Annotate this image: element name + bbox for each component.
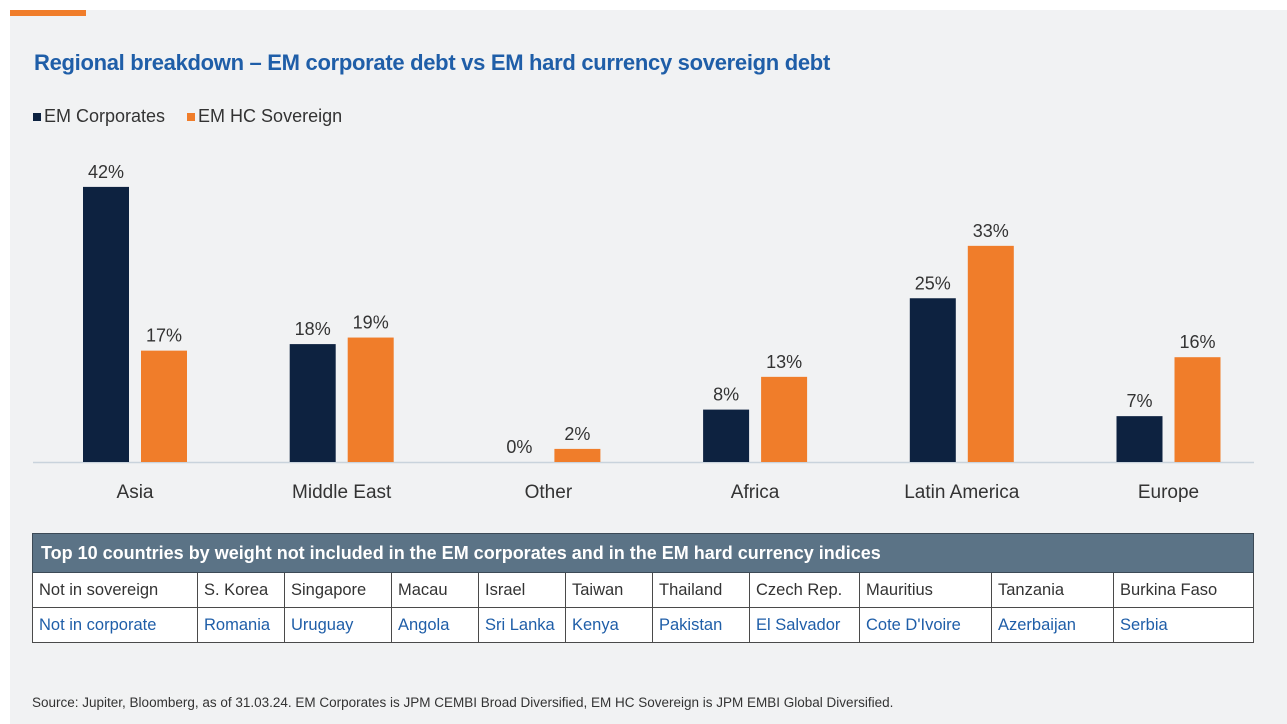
table-cell: Czech Rep.: [749, 572, 860, 608]
data-label: 19%: [353, 313, 389, 333]
table-cell: Israel: [478, 572, 566, 608]
table-cell: Singapore: [284, 572, 392, 608]
table-header: Top 10 countries by weight not included …: [32, 533, 1254, 573]
chart-title: Regional breakdown – EM corporate debt v…: [34, 50, 830, 75]
data-label: 42%: [88, 162, 124, 182]
bar-em-corporates-asia: [83, 186, 129, 462]
accent-bar: [10, 10, 86, 16]
table-cell: Macau: [391, 572, 479, 608]
category-label: Other: [525, 482, 573, 503]
table-cell: Cote D'Ivoire: [859, 607, 992, 643]
table-cell: Tanzania: [991, 572, 1114, 608]
data-label: 2%: [564, 424, 590, 444]
data-label: 16%: [1179, 332, 1215, 352]
bar-chart: 42% 17% Asia 18% 19% Middle East 0% 2% Other 8% 13…: [33, 162, 1254, 503]
table-cell: Not in sovereign: [32, 572, 198, 608]
table-cell: Angola: [391, 607, 479, 643]
table-cell: Not in corporate: [32, 607, 198, 643]
table-cell: Azerbaijan: [991, 607, 1114, 643]
legend-label-em-corporates: EM Corporates: [44, 106, 166, 126]
table-cell: S. Korea: [197, 572, 285, 608]
legend-swatch-em-corporates: [33, 112, 41, 121]
table-cell: Kenya: [565, 607, 653, 643]
category-label: Middle East: [292, 482, 392, 503]
bar-em-hc-sovereign-asia: [141, 350, 187, 462]
data-label: 7%: [1126, 391, 1152, 411]
table-cell: Uruguay: [284, 607, 392, 643]
bar-em-hc-sovereign-other: [554, 448, 601, 462]
data-label: 25%: [915, 273, 951, 293]
source-note: Source: Jupiter, Bloomberg, as of 31.03.…: [32, 695, 894, 710]
table-row-not-in-sovereign: Not in sovereign S. Korea Singapore Maca…: [32, 572, 1254, 608]
data-label: 8%: [713, 385, 739, 405]
bar-em-corporates-middle-east: [289, 344, 336, 462]
table-cell: Romania: [197, 607, 285, 643]
table-cell: Sri Lanka: [478, 607, 566, 643]
table-cell: Burkina Faso: [1113, 572, 1254, 608]
bar-em-hc-sovereign-middle-east: [347, 337, 394, 462]
table-cell: El Salvador: [749, 607, 860, 643]
bar-em-corporates-latin-america: [909, 298, 956, 462]
table-cell: Pakistan: [652, 607, 750, 643]
bar-em-hc-sovereign-latin-america: [967, 245, 1014, 462]
table-cell: Thailand: [652, 572, 750, 608]
legend-label-em-hc-sovereign: EM HC Sovereign: [198, 106, 343, 126]
table-cell: Mauritius: [859, 572, 992, 608]
category-label: Africa: [731, 482, 780, 503]
legend: EM Corporates EM HC Sovereign: [33, 106, 364, 127]
legend-item-em-corporates: EM Corporates: [33, 106, 165, 127]
data-label: 33%: [973, 221, 1009, 241]
bar-em-hc-sovereign-africa: [761, 376, 808, 462]
legend-item-em-hc-sovereign: EM HC Sovereign: [187, 106, 342, 127]
bar-em-corporates-africa: [703, 409, 750, 462]
table-cell: Taiwan: [565, 572, 653, 608]
category-label: Europe: [1138, 482, 1199, 503]
bar-em-corporates-europe: [1116, 416, 1163, 462]
legend-swatch-em-hc-sovereign: [187, 112, 196, 121]
table-cell: Serbia: [1113, 607, 1254, 643]
data-label: 0%: [506, 437, 532, 457]
category-label: Latin America: [904, 482, 1020, 503]
data-label: 18%: [295, 319, 331, 339]
data-label: 17%: [146, 326, 182, 346]
bar-em-hc-sovereign-europe: [1174, 357, 1221, 462]
data-label: 13%: [766, 352, 802, 372]
countries-table: Top 10 countries by weight not included …: [32, 533, 1254, 643]
table-row-not-in-corporate: Not in corporate Romania Uruguay Angola …: [32, 607, 1254, 643]
category-label: Asia: [117, 482, 154, 503]
